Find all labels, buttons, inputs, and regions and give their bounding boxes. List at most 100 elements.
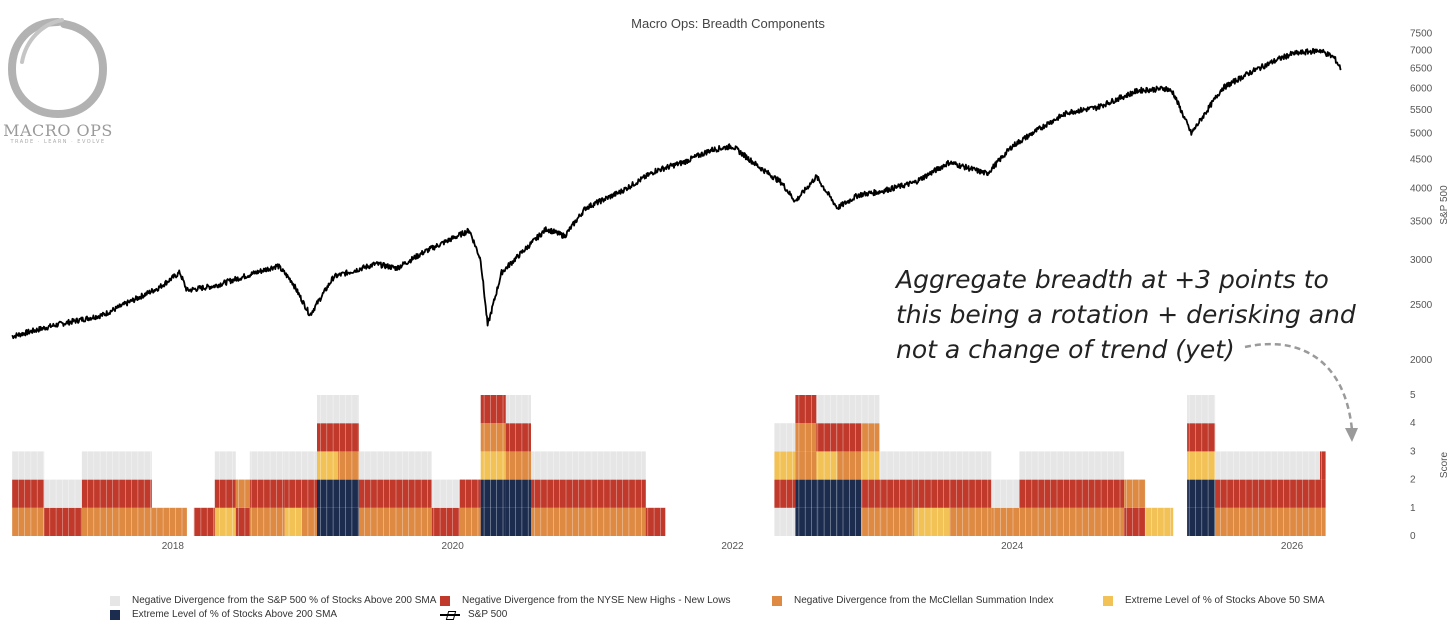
score-bar-segment-24-4 (861, 395, 880, 424)
x-tick-0: 2018 (162, 541, 185, 552)
score-bar-segment-24-0 (861, 507, 880, 536)
score-bar-segment-31-0 (1145, 507, 1174, 536)
score-bar-segment-25-2 (879, 451, 915, 480)
y-tick-sp500-6: 5000 (1410, 129, 1433, 140)
annotation-arrow (1244, 342, 1354, 431)
logo-tagline: TRADE · LEARN · EVOLVE (10, 139, 106, 145)
y-tick-score-5: 5 (1410, 390, 1416, 401)
score-bar-segment-20-2 (774, 451, 796, 480)
y-tick-sp500-7: 5500 (1410, 105, 1433, 116)
y-tick-score-3: 3 (1410, 446, 1416, 457)
score-bar-segment-7-2 (249, 451, 285, 480)
score-bar-segment-21-3 (795, 423, 817, 452)
score-bar-segment-8-0 (284, 507, 302, 536)
score-bar-segment-20-0 (774, 507, 796, 536)
score-bar-segment-1-1 (44, 479, 82, 508)
score-bar-segment-12-0 (358, 507, 432, 536)
score-bar-segment-11-0 (338, 507, 359, 536)
legend-item-gray[interactable]: Negative Divergence from the S&P 500 % o… (110, 595, 436, 606)
score-bar-segment-34-0 (1320, 507, 1326, 536)
score-bar-segment-6-1 (235, 479, 250, 508)
score-bar-segment-16-4 (505, 395, 531, 424)
score-bar-segment-0-2 (12, 451, 45, 480)
y-tick-sp500-0: 2000 (1410, 355, 1433, 366)
score-bar-segment-29-2 (1019, 451, 1125, 480)
score-bar-segment-10-4 (317, 395, 338, 424)
score-bar-segment-15-0 (480, 507, 506, 536)
score-bar-segment-27-1 (949, 479, 992, 508)
y-tick-sp500-9: 6500 (1410, 64, 1433, 75)
y-tick-score-4: 4 (1410, 418, 1416, 429)
score-bar-segment-1-0 (44, 507, 82, 536)
score-bar-segment-22-2 (816, 451, 838, 480)
score-bar-segment-32-4 (1187, 395, 1216, 424)
legend-item-red[interactable]: Negative Divergence from the NYSE New Hi… (440, 595, 730, 606)
score-bar-segment-25-1 (879, 479, 915, 508)
score-bar-segment-28-1 (991, 479, 1020, 508)
score-bar-segment-15-4 (480, 395, 506, 424)
score-bar-segment-34-1 (1320, 479, 1326, 508)
x-tick-1: 2020 (442, 541, 465, 552)
score-bar-segment-18-2 (592, 451, 646, 480)
legend-swatch (1103, 595, 1113, 606)
score-bar-segment-2-2 (81, 451, 152, 480)
legend-item-yellow[interactable]: Extreme Level of % of Stocks Above 50 SM… (1103, 595, 1325, 606)
y-axis-label-sp500: S&P 500 (1439, 185, 1450, 225)
score-bar-segment-24-3 (861, 423, 880, 452)
score-bar-segment-17-1 (531, 479, 593, 508)
x-tick-2: 2022 (721, 541, 744, 552)
legend-label: Negative Divergence from the S&P 500 % o… (132, 595, 437, 606)
legend-item-orange[interactable]: Negative Divergence from the McClellan S… (772, 595, 1054, 606)
score-bar-segment-24-2 (861, 451, 880, 480)
score-bar-segment-20-1 (774, 479, 796, 508)
score-bar-segment-32-1 (1187, 479, 1216, 508)
score-bar-segment-10-1 (317, 479, 338, 508)
logo-ring-icon (7, 18, 108, 119)
score-bar-segment-10-3 (317, 423, 338, 452)
score-bar-segment-22-3 (816, 423, 838, 452)
score-bar-segment-4-0 (193, 507, 215, 536)
legend-label: Negative Divergence from the NYSE New Hi… (462, 595, 731, 606)
y-tick-score-0: 0 (1410, 531, 1416, 542)
annotation-arrow-head-icon (1345, 428, 1358, 442)
score-bar-segment-22-1 (816, 479, 838, 508)
score-bar-segment-11-1 (338, 479, 359, 508)
y-tick-score-1: 1 (1410, 503, 1416, 514)
macro-ops-logo: MACRO OPS TRADE · LEARN · EVOLVE (2, 14, 114, 145)
score-bar-segment-2-1 (81, 479, 152, 508)
score-bar-segment-25-0 (879, 507, 915, 536)
legend-item-navy[interactable]: Extreme Level of % of Stocks Above 200 S… (110, 609, 337, 620)
score-bar-segment-15-2 (480, 451, 506, 480)
y-tick-sp500-11: 7500 (1410, 28, 1433, 39)
score-bar-segment-10-0 (317, 507, 338, 536)
score-bar-segment-6-0 (235, 507, 250, 536)
legend-swatch (440, 595, 450, 606)
score-bar-segment-7-0 (249, 507, 285, 536)
score-bar-segment-32-3 (1187, 423, 1216, 452)
legend-swatch (110, 595, 120, 606)
legend-item-sp500[interactable]: S&P 500 (440, 609, 507, 620)
legend-line-icon (440, 610, 460, 620)
y-axis-label-score: Score (1439, 452, 1450, 479)
score-bar-segment-0-1 (12, 479, 45, 508)
score-bar-segment-5-2 (214, 451, 236, 480)
score-bar-segment-12-1 (358, 479, 432, 508)
score-bar-segment-0-0 (12, 507, 45, 536)
score-bar-segment-13-1 (431, 479, 460, 508)
score-bar-segment-13-0 (431, 507, 460, 536)
score-bar-segment-21-2 (795, 451, 817, 480)
score-bar-segment-33-0 (1215, 507, 1320, 536)
chart-title: Macro Ops: Breadth Components (631, 16, 825, 31)
score-bar-segment-8-1 (284, 479, 302, 508)
score-bar-segment-22-0 (816, 507, 838, 536)
score-bar-segment-14-1 (459, 479, 481, 508)
score-bar-segment-33-1 (1215, 479, 1320, 508)
score-bar-segment-17-0 (531, 507, 593, 536)
score-bar-segment-15-3 (480, 423, 506, 452)
annotation-line-3: not a change of trend (yet) (896, 335, 1235, 364)
score-bar-segment-27-2 (949, 451, 992, 480)
score-bar-segment-14-0 (459, 507, 481, 536)
y-tick-score-2: 2 (1410, 475, 1416, 486)
legend-label: Negative Divergence from the McClellan S… (794, 595, 1054, 606)
